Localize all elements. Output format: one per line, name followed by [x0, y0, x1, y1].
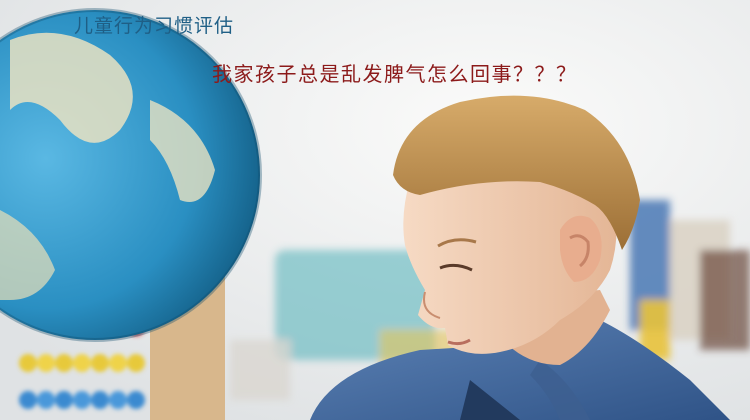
- title-text: 儿童行为习惯评估: [74, 15, 235, 37]
- boy: [310, 95, 730, 420]
- globe: [0, 8, 262, 342]
- question-text: 我家孩子总是乱发脾气怎么回事？？？: [212, 62, 578, 86]
